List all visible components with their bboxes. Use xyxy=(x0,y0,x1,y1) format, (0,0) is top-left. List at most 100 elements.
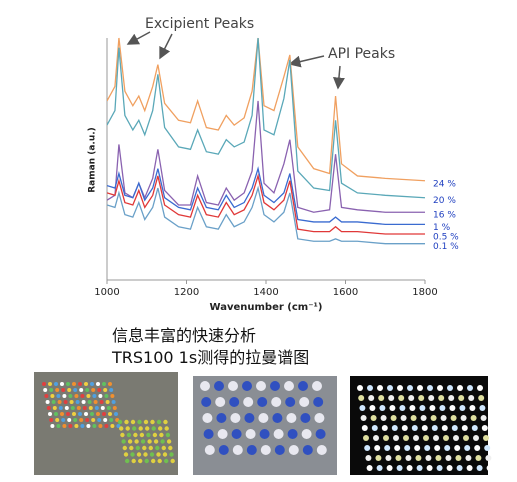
photo-dot xyxy=(123,452,129,457)
photo-dot xyxy=(361,425,368,431)
photo-dot xyxy=(86,394,91,398)
photo-dot xyxy=(429,405,436,411)
photo-dot xyxy=(385,455,392,461)
photo-dot xyxy=(96,412,100,416)
photo-dot xyxy=(302,445,313,455)
photo-dot xyxy=(445,455,452,461)
x-tick-label: 1600 xyxy=(333,287,358,298)
photo-dot xyxy=(478,395,485,401)
photo-dot xyxy=(256,381,266,391)
photo-dot xyxy=(286,413,297,423)
x-axis-label: Wavenumber (cm⁻¹) xyxy=(210,302,323,313)
photo-dot xyxy=(316,445,327,455)
photo-dot xyxy=(98,394,103,398)
photo-dot xyxy=(395,455,402,461)
series-line xyxy=(107,37,425,182)
photo-dot xyxy=(397,385,403,391)
photo-dot xyxy=(64,406,69,410)
photo-dot xyxy=(451,425,458,431)
photo-dot xyxy=(104,424,109,428)
photo-dot xyxy=(216,413,227,423)
photo-dot xyxy=(130,419,136,425)
photo-dot xyxy=(373,435,379,441)
photo-dot xyxy=(443,435,449,441)
photo-dot xyxy=(440,415,447,421)
photo-dot xyxy=(85,388,90,392)
photo-dot xyxy=(48,412,52,416)
photo-dot xyxy=(92,394,97,398)
photo-dot xyxy=(96,382,100,386)
photo-dot xyxy=(287,429,298,439)
photo-dot xyxy=(380,415,387,421)
photo-dot xyxy=(455,455,462,461)
photo-dot xyxy=(100,406,105,410)
photo-dot xyxy=(476,465,483,471)
photo-dot xyxy=(272,413,283,423)
photo-dot xyxy=(460,415,467,421)
photo-dot xyxy=(79,388,84,392)
photo-dot xyxy=(486,465,493,471)
photo-dot xyxy=(67,388,72,392)
photo-dot xyxy=(202,413,213,423)
photo-dot xyxy=(68,394,73,398)
photo-dot xyxy=(86,424,91,428)
photo-dot xyxy=(364,445,371,451)
photo-dot xyxy=(300,413,311,423)
photo-dot xyxy=(312,381,322,391)
photo-dot xyxy=(109,388,114,392)
photo-dot xyxy=(217,429,228,439)
series-line xyxy=(107,185,425,245)
photo-dot xyxy=(481,425,488,431)
photo-dot xyxy=(131,458,136,464)
photo-dot xyxy=(474,445,481,451)
photo-dot xyxy=(457,385,463,391)
photo-dot xyxy=(140,439,146,444)
photo-dot xyxy=(387,385,393,391)
photo-dot xyxy=(214,381,224,391)
photo-dot xyxy=(63,400,68,404)
photo-dot xyxy=(104,394,109,398)
photo-dot xyxy=(66,412,70,416)
photo-dot xyxy=(91,388,96,392)
photo-dot xyxy=(144,458,149,464)
photo-dot xyxy=(477,385,483,391)
photo-dot xyxy=(479,405,486,411)
photo-dot xyxy=(164,458,169,464)
photo-dot xyxy=(471,425,478,431)
photo-dot xyxy=(411,425,418,431)
series-label: 0.5 % xyxy=(433,233,459,243)
photo-dot xyxy=(404,445,411,451)
photo-dot xyxy=(108,382,112,386)
photo-dot xyxy=(371,425,378,431)
photo-dot xyxy=(201,397,212,407)
photo-dot xyxy=(76,406,81,410)
photo-dot xyxy=(204,445,215,455)
arrow xyxy=(126,31,151,45)
photo-dot xyxy=(49,418,54,422)
photo-dot xyxy=(464,445,471,451)
photo-dot xyxy=(426,465,433,471)
photo-dot xyxy=(136,452,142,457)
photo-dot xyxy=(375,455,382,461)
photo-dot xyxy=(366,465,373,471)
photo-dot xyxy=(55,388,60,392)
photo-dot xyxy=(124,419,129,425)
photo-dot xyxy=(79,418,84,422)
photo-dot xyxy=(228,381,238,391)
photo-dot xyxy=(165,432,171,438)
photo-dot xyxy=(407,385,413,391)
photo-dot xyxy=(461,425,468,431)
photo-dot xyxy=(450,415,457,421)
series-label: 16 % xyxy=(433,211,456,221)
photo-dot xyxy=(42,382,46,386)
photo-dot xyxy=(106,406,111,410)
photo-dot xyxy=(271,397,282,407)
photo-dot xyxy=(151,458,156,464)
photo-dot xyxy=(431,425,438,431)
photos xyxy=(34,372,493,475)
photo-dot xyxy=(421,425,428,431)
photo-dot xyxy=(103,388,108,392)
photo-dot xyxy=(160,439,165,444)
photo-dot xyxy=(49,388,54,392)
photo-dot xyxy=(437,385,443,391)
